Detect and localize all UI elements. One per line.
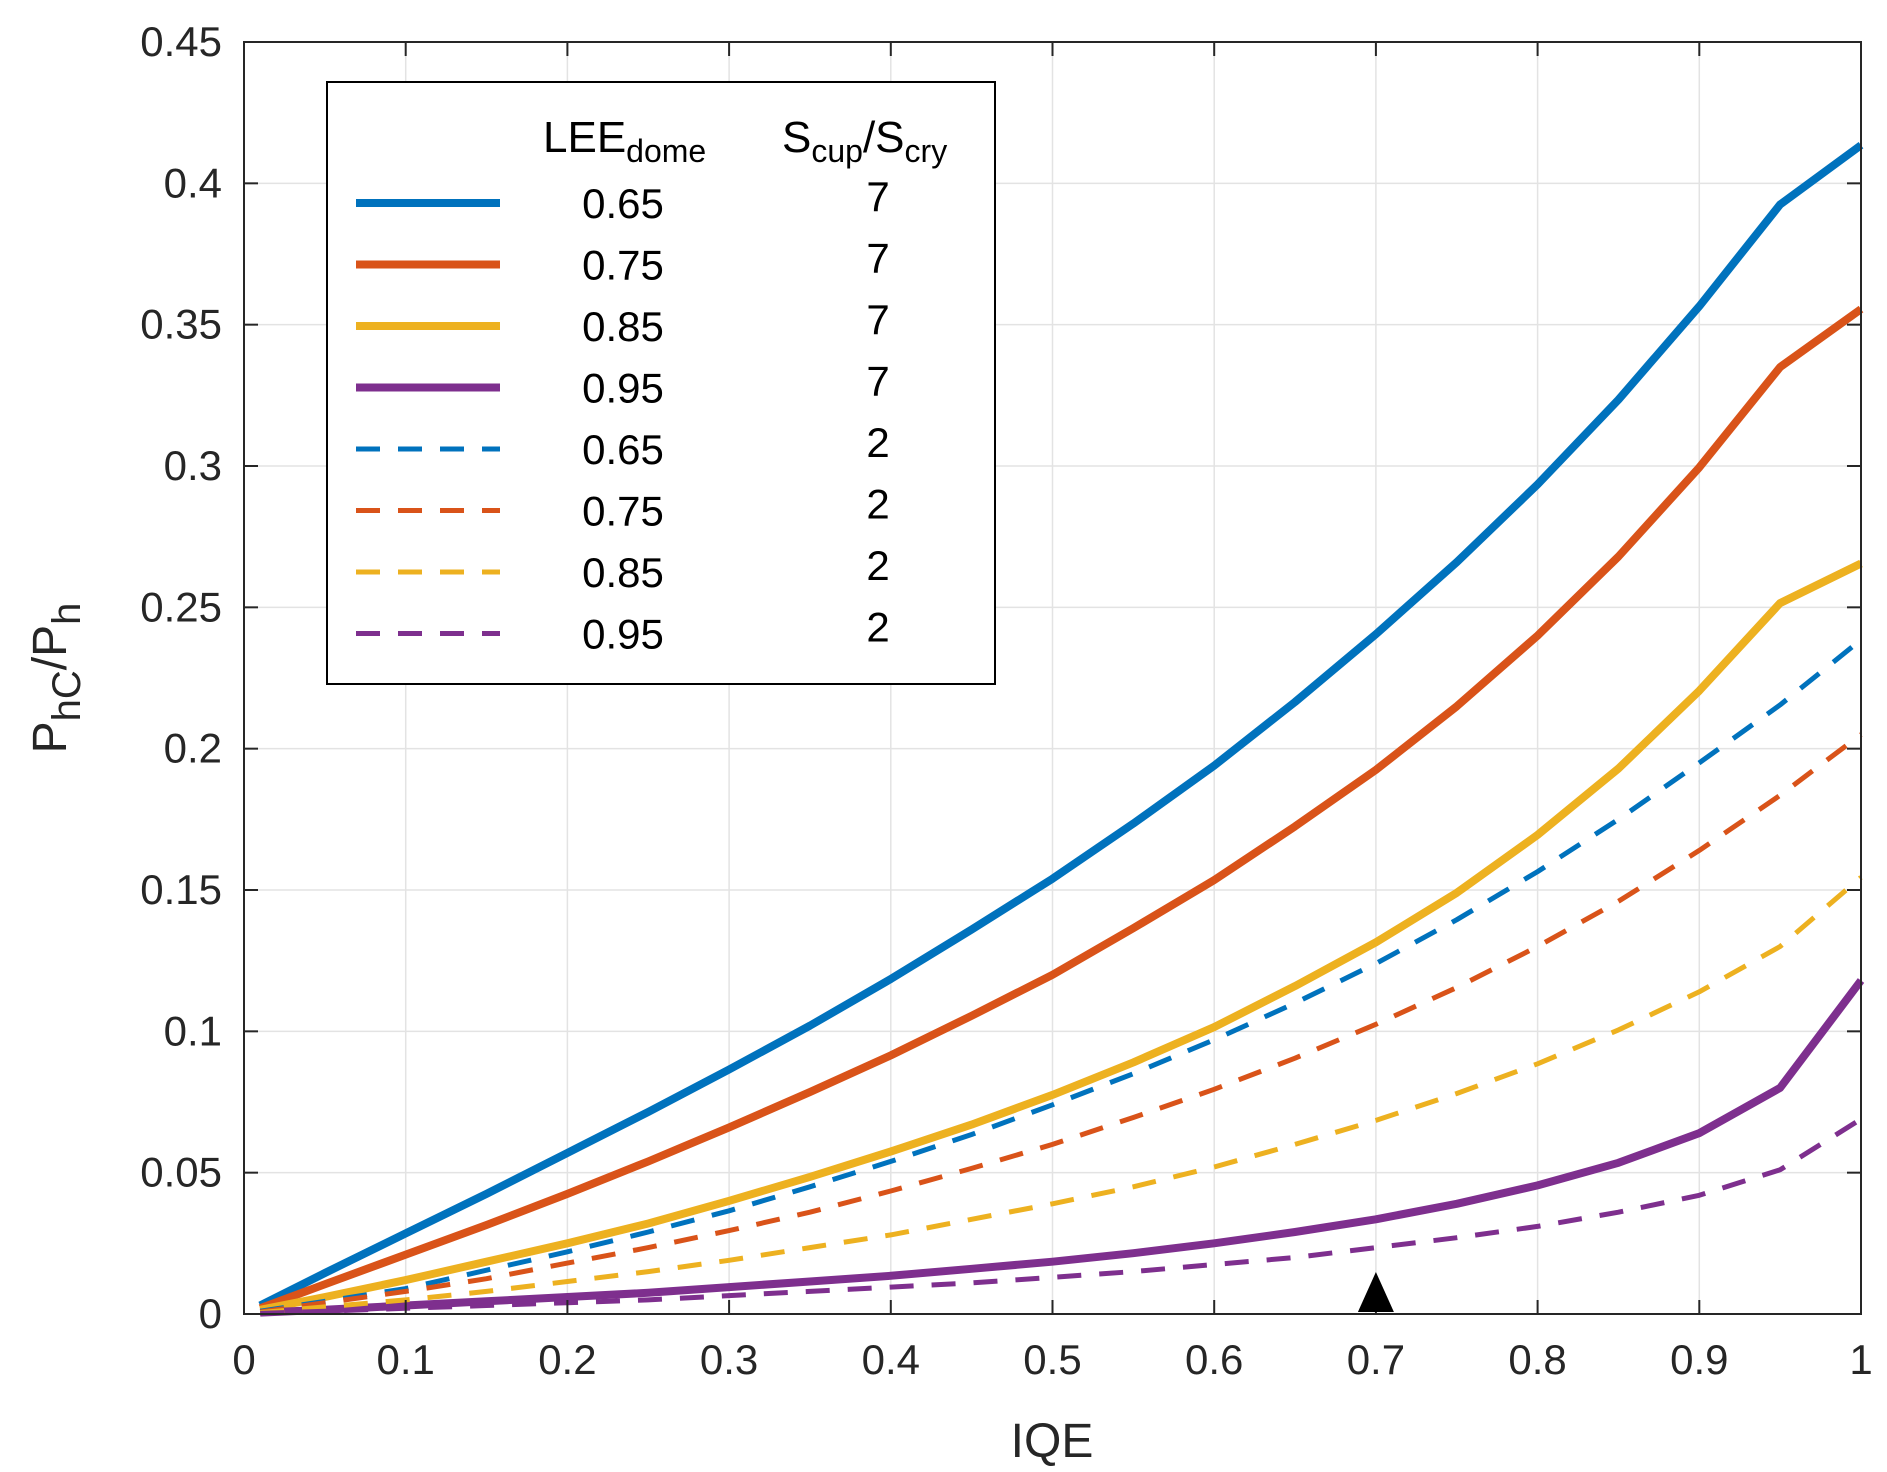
legend-lee-value: 0.95 — [582, 611, 664, 658]
x-tick-labels: 0 0.1 0.2 0.3 0.4 0.5 0.6 0.7 0.8 0.9 1 — [232, 1336, 1872, 1383]
series-line-solid-lee-095-ratio-7 — [260, 978, 1865, 1317]
y-tick-label: 0.25 — [140, 583, 222, 630]
y-tick-label: 0 — [199, 1290, 222, 1337]
x-tick-label: 0.1 — [377, 1336, 435, 1383]
series-line-dashed-lee-085-ratio-2 — [259, 875, 1863, 1316]
legend-header-ratio: Scup/Scry — [782, 113, 947, 169]
legend-header-ratio-sep: /S — [863, 113, 905, 162]
x-tick-label: 0.5 — [1023, 1336, 1081, 1383]
legend-lee-value: 0.85 — [582, 303, 664, 350]
series-line-solid-lee-085-ratio-7 — [259, 559, 1863, 1314]
legend-ratio-value: 7 — [866, 235, 889, 282]
y-axis-label-sub1: hC — [45, 670, 89, 721]
x-tick-label: 0.7 — [1347, 1336, 1405, 1383]
y-axis-label: PhC/Ph — [24, 603, 89, 754]
y-tick-label: 0.35 — [140, 301, 222, 348]
x-tick-label: 1 — [1849, 1336, 1872, 1383]
legend-header-ratio-sub2: cry — [905, 133, 948, 169]
legend-lee-value: 0.65 — [582, 180, 664, 227]
y-axis-label-sub2: h — [45, 603, 89, 625]
legend-lee-value: 0.75 — [582, 488, 664, 535]
series-line-solid-lee-065-ratio-7 — [258, 141, 1864, 1310]
legend-ratio-value: 2 — [866, 481, 889, 528]
marker-layer — [1357, 1272, 1394, 1312]
x-tick-label: 0.3 — [700, 1336, 758, 1383]
x-tick-label: 0.9 — [1670, 1336, 1728, 1383]
series-line-dashed-lee-065-ratio-2 — [259, 637, 1863, 1314]
legend-lee-value: 0.65 — [582, 426, 664, 473]
series-line-dashed-lee-095-ratio-2 — [260, 1116, 1863, 1316]
y-tick-labels: 0 0.05 0.1 0.15 0.2 0.25 0.3 0.35 0.4 0.45 — [140, 18, 222, 1337]
legend-ratio-value: 7 — [866, 358, 889, 405]
triangle-marker — [1357, 1272, 1394, 1312]
series-layer — [258, 141, 1865, 1317]
x-tick-label: 0.2 — [538, 1336, 596, 1383]
legend-lee-value: 0.75 — [582, 242, 664, 289]
y-tick-label: 0.15 — [140, 866, 222, 913]
x-tick-label: 0.8 — [1508, 1336, 1566, 1383]
y-tick-label: 0.3 — [164, 442, 222, 489]
series-line-solid-lee-075-ratio-7 — [258, 305, 1864, 1313]
y-axis-label-sep: /P — [24, 625, 77, 670]
legend-ratio-value: 7 — [866, 296, 889, 343]
x-tick-label: 0.6 — [1185, 1336, 1243, 1383]
y-tick-label: 0.2 — [164, 725, 222, 772]
legend-ratio-value: 2 — [866, 542, 889, 589]
legend-header-lee: LEEdome — [543, 113, 706, 169]
y-tick-label: 0.45 — [140, 18, 222, 65]
legend-header-lee-base: LEE — [543, 113, 626, 162]
legend-lee-value: 0.95 — [582, 365, 664, 412]
legend-ratio-value: 2 — [866, 604, 889, 651]
y-tick-label: 0.1 — [164, 1007, 222, 1054]
legend-ratio-value: 2 — [866, 419, 889, 466]
y-tick-label: 0.05 — [140, 1149, 222, 1196]
x-tick-label: 0 — [232, 1336, 255, 1383]
series-line-dashed-lee-075-ratio-2 — [259, 732, 1863, 1315]
legend-box — [326, 81, 996, 685]
legend-header-ratio-base1: S — [782, 113, 811, 162]
legend: LEEdome Scup/Scry 0.65 70.75 70.85 70.95 70.… — [326, 81, 996, 685]
legend-rows: 0.65 7 0.75 7 0.85 7 0.95 7 0.65 2 0.75 2 0.85 2 0.95 2 — [356, 173, 890, 658]
legend-lee-value: 0.85 — [582, 549, 664, 596]
y-axis-label-base: P — [24, 721, 77, 753]
legend-header-ratio-sub1: cup — [811, 133, 863, 169]
tick-marks — [243, 41, 1862, 1315]
y-tick-label: 0.4 — [164, 159, 222, 206]
x-tick-label: 0.4 — [862, 1336, 920, 1383]
legend-header-lee-sub: dome — [626, 133, 706, 169]
x-axis-label: IQE — [1011, 1415, 1094, 1468]
legend-ratio-value: 7 — [866, 173, 889, 220]
